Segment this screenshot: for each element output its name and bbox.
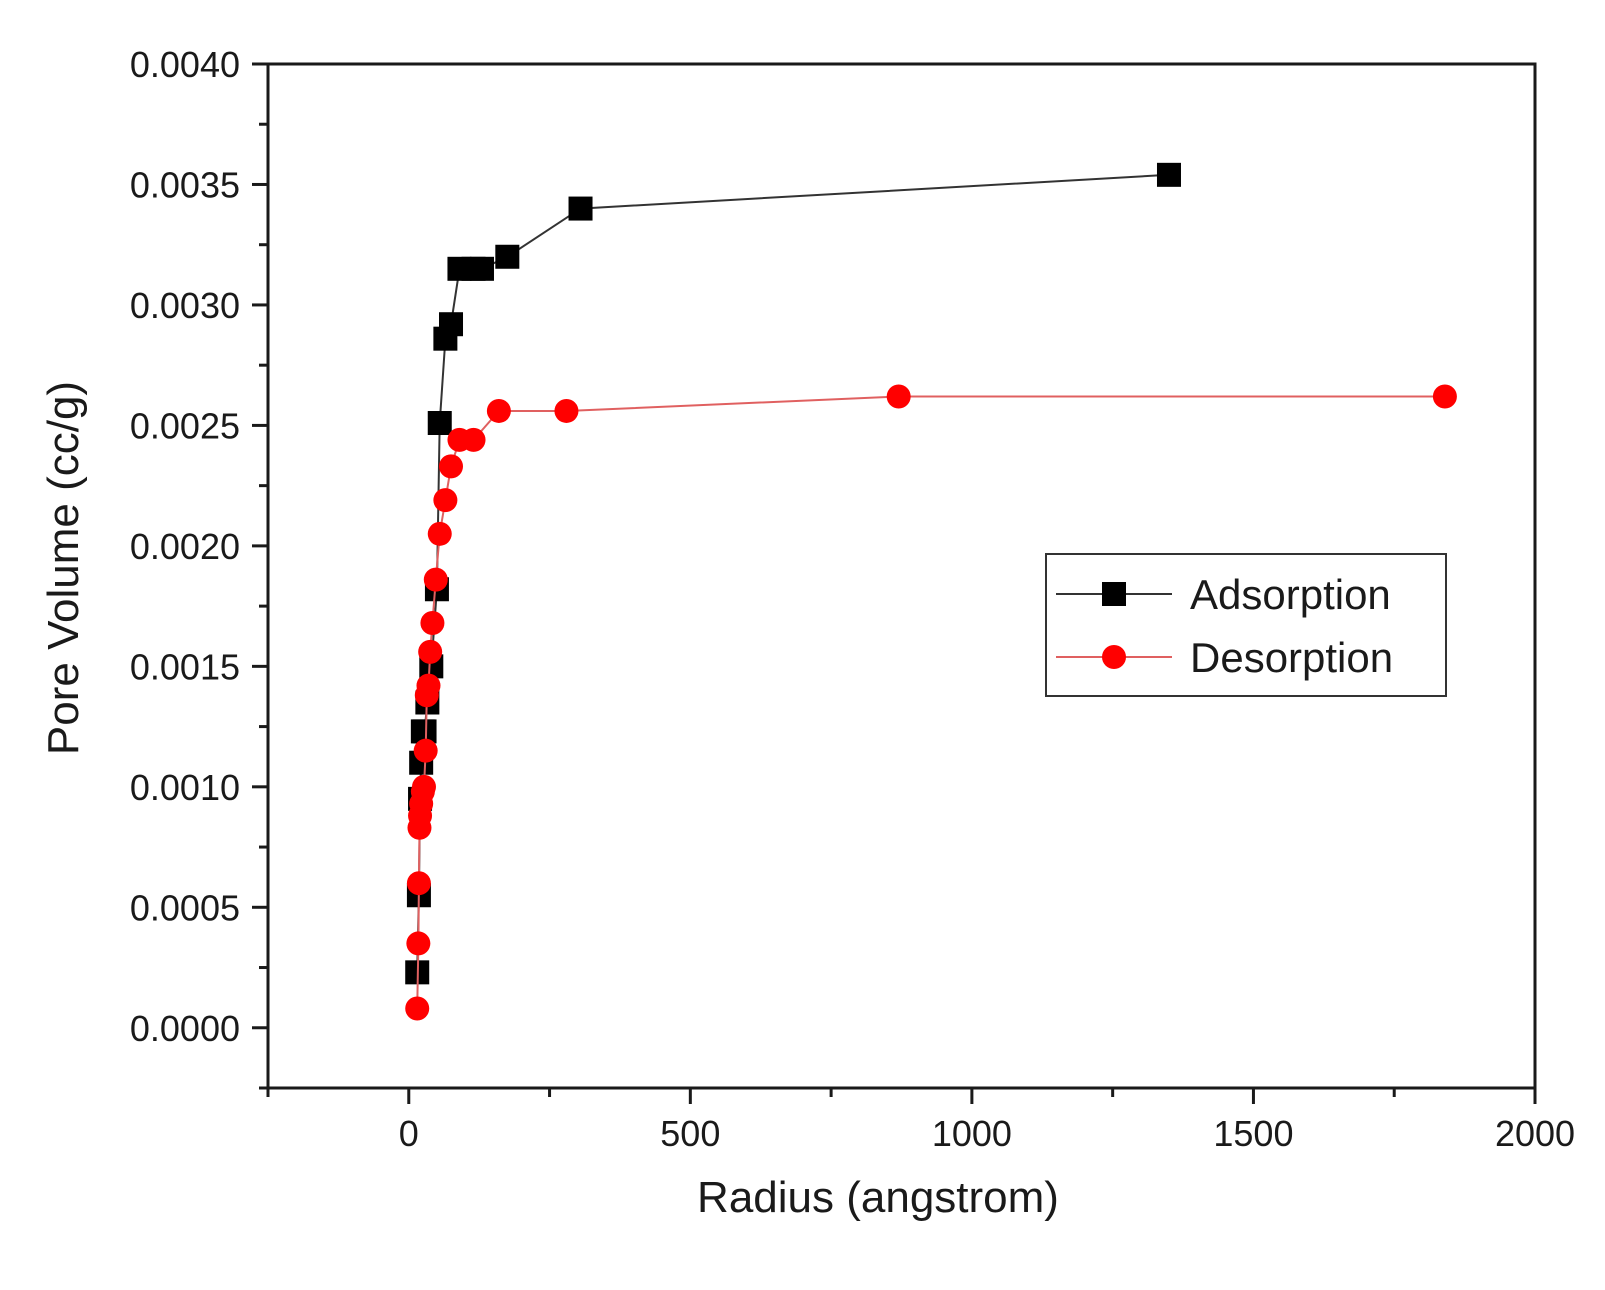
series-layer [405,162,1457,1021]
plot-frame [266,62,1537,1090]
legend-desorption-label: Desorption [1190,634,1393,681]
adsorption-point [495,244,520,269]
legend-box [1045,553,1447,697]
adsorption-point [427,411,452,436]
desorption-point [411,774,436,799]
desorption-point [427,521,452,546]
desorption-point [406,931,431,956]
series-adsorption [405,162,1181,985]
y-tick-label: 0.0020 [130,526,240,567]
desorption-point [416,673,441,698]
y-tick-label: 0.0015 [130,646,240,687]
adsorption-point [469,256,494,281]
desorption-point [406,871,431,896]
x-tick-label: 500 [660,1113,720,1154]
x-tick-label: 1500 [1213,1113,1293,1154]
legend-adsorption-marker [1102,582,1126,606]
y-tick-label: 0.0040 [130,44,240,85]
series-desorption [405,384,1457,1021]
legend-adsorption-label: Adsorption [1190,571,1391,618]
adsorption-point [439,312,464,337]
axes-layer: 0 500 1000 1500 2000 0.0000 0.0005 0.0010 0.0015… [130,44,1575,1154]
desorption-point [461,427,486,452]
y-tick-label: 0.0000 [130,1008,240,1049]
y-tick-label: 0.0005 [130,887,240,928]
adsorption-point [568,196,593,221]
desorption-point [420,610,445,635]
y-axis-title: Pore Volume (cc/g) [39,381,88,755]
desorption-point [405,996,430,1021]
desorption-point [554,398,579,423]
desorption-point [886,384,911,409]
y-tick-label: 0.0035 [130,164,240,205]
desorption-point [433,488,458,513]
desorption-point [418,639,443,664]
desorption-point [439,454,464,479]
x-tick-label: 1000 [932,1113,1012,1154]
desorption-point [423,567,448,592]
desorption-point [413,738,438,763]
desorption-point [486,398,511,423]
x-tick-label: 0 [399,1113,419,1154]
x-tick-label: 2000 [1495,1113,1575,1154]
desorption-line [416,395,1445,1009]
x-axis-title: Radius (angstrom) [697,1173,1059,1222]
y-tick-label: 0.0030 [130,285,240,326]
y-tick-label: 0.0010 [130,767,240,808]
desorption-point [1432,384,1457,409]
y-tick-label: 0.0025 [130,405,240,446]
legend-desorption-marker [1102,645,1126,669]
adsorption-point [1156,162,1181,187]
legend: Adsorption Desorption [1045,553,1447,697]
